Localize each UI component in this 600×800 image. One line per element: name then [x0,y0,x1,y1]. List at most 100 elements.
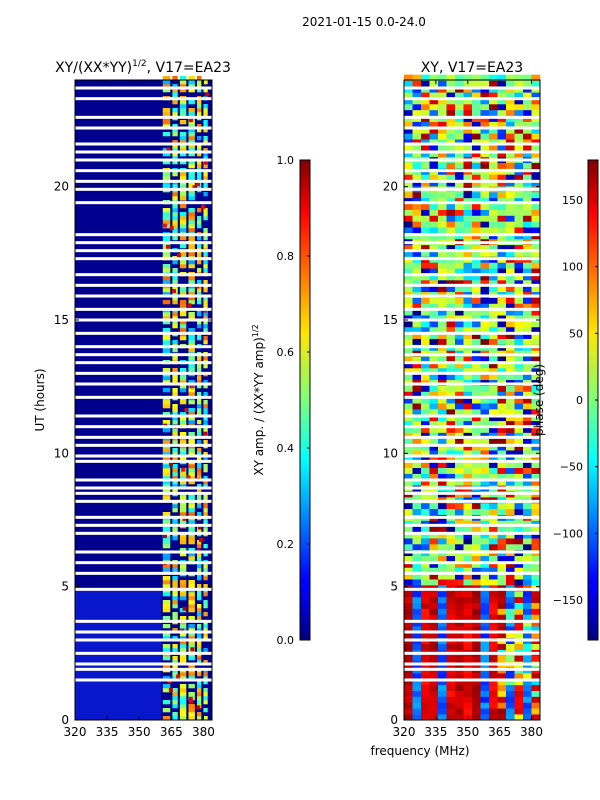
phase-cell [446,456,456,463]
phase-cell [472,526,481,533]
amp-cell [188,476,195,481]
amp-cell [188,504,195,509]
phase-cell [421,321,430,328]
phase-cell [455,297,464,304]
amp-cell [188,676,195,681]
phase-cell [446,620,456,627]
phase-cell [531,409,541,416]
phase-cell [514,673,524,680]
phase-cell [523,403,532,410]
amp-cell [197,236,202,241]
phase-cell [506,655,515,662]
phase-cell [506,250,515,257]
phase-cell [531,403,541,410]
phase-cell [404,315,413,322]
phase-cell [531,414,541,422]
amp-cell [172,612,178,617]
phase-cell [497,162,507,169]
phase-cell [489,332,498,339]
phase-cell [523,596,532,603]
phase-cell [455,702,464,709]
phase-cell [429,139,439,146]
amp-cell [197,632,202,637]
phase-cell [455,362,464,369]
amp-flagged-row [75,443,212,447]
phase-cell [421,98,430,105]
phase-cell [455,303,464,310]
phase-cell [472,180,481,187]
phase-cell [438,420,447,427]
phase-cell [480,250,490,257]
amp-cell [179,196,187,201]
phase-cell [472,274,481,281]
amp-cell [172,224,178,229]
phase-cell [480,461,490,469]
phase-cell [446,285,456,293]
phase-cell [531,215,541,222]
amp-cell [197,392,202,397]
amp-cell [203,688,208,693]
phase-cell [412,326,422,334]
phase-cell [421,262,430,269]
phase-cell [463,315,473,322]
amp-cell [203,312,208,317]
phase-cell [429,268,439,275]
phase-cell [421,268,430,275]
phase-cell [489,338,498,345]
phase-cell [472,678,481,686]
phase-cell [412,150,422,158]
amp-flagged-row [75,142,212,146]
phase-cell [480,139,490,146]
phase-cell [412,250,422,257]
phase-cell [429,150,439,158]
phase-cell [412,520,422,527]
phase-flagged-row [404,523,540,527]
amp-cell [203,544,208,549]
phase-cell [421,508,430,515]
phase-cell [463,215,473,222]
amp-cell [162,348,171,353]
phase-cell [463,520,473,527]
phase-cell [421,544,430,551]
phase-cell [523,502,532,510]
phase-cell [438,438,447,445]
phase-cell [404,162,413,169]
amp-hotspot [203,431,208,436]
phase-cell [421,121,430,128]
phase-cell [404,702,413,709]
amp-cell [197,484,202,489]
phase-cell [489,104,498,111]
phase-cell [446,127,456,134]
phase-flagged-row [404,499,540,503]
phase-cell [404,579,413,586]
amp-cell [172,616,178,621]
phase-cell [531,614,541,621]
phase-cell [523,602,532,609]
phase-cell [429,420,439,427]
amp-cell [203,404,208,409]
phase-cell [480,561,490,568]
phase-cell [455,684,464,691]
phase-cell [531,338,541,345]
phase-cell [446,133,456,140]
phase-cell [455,209,464,216]
phase-cell [480,596,490,603]
phase-cell [446,303,456,310]
phase-cell [472,104,481,111]
phase-cell [497,192,507,199]
amp-flagged-row [75,201,212,205]
phase-cell [421,596,430,603]
phase-cell [412,362,422,369]
phase-cell [506,561,515,568]
amp-cell [203,400,208,405]
phase-cell [480,608,490,615]
phase-cell [455,696,464,703]
phase-cell [421,250,430,257]
amp-cell [197,160,202,165]
phase-colorbar-tick-label: −100 [553,527,583,540]
amp-cell [203,80,208,85]
amp-cell [162,328,171,333]
phase-cell [412,385,422,392]
amp-cell [162,592,171,597]
phase-cell [472,397,481,404]
